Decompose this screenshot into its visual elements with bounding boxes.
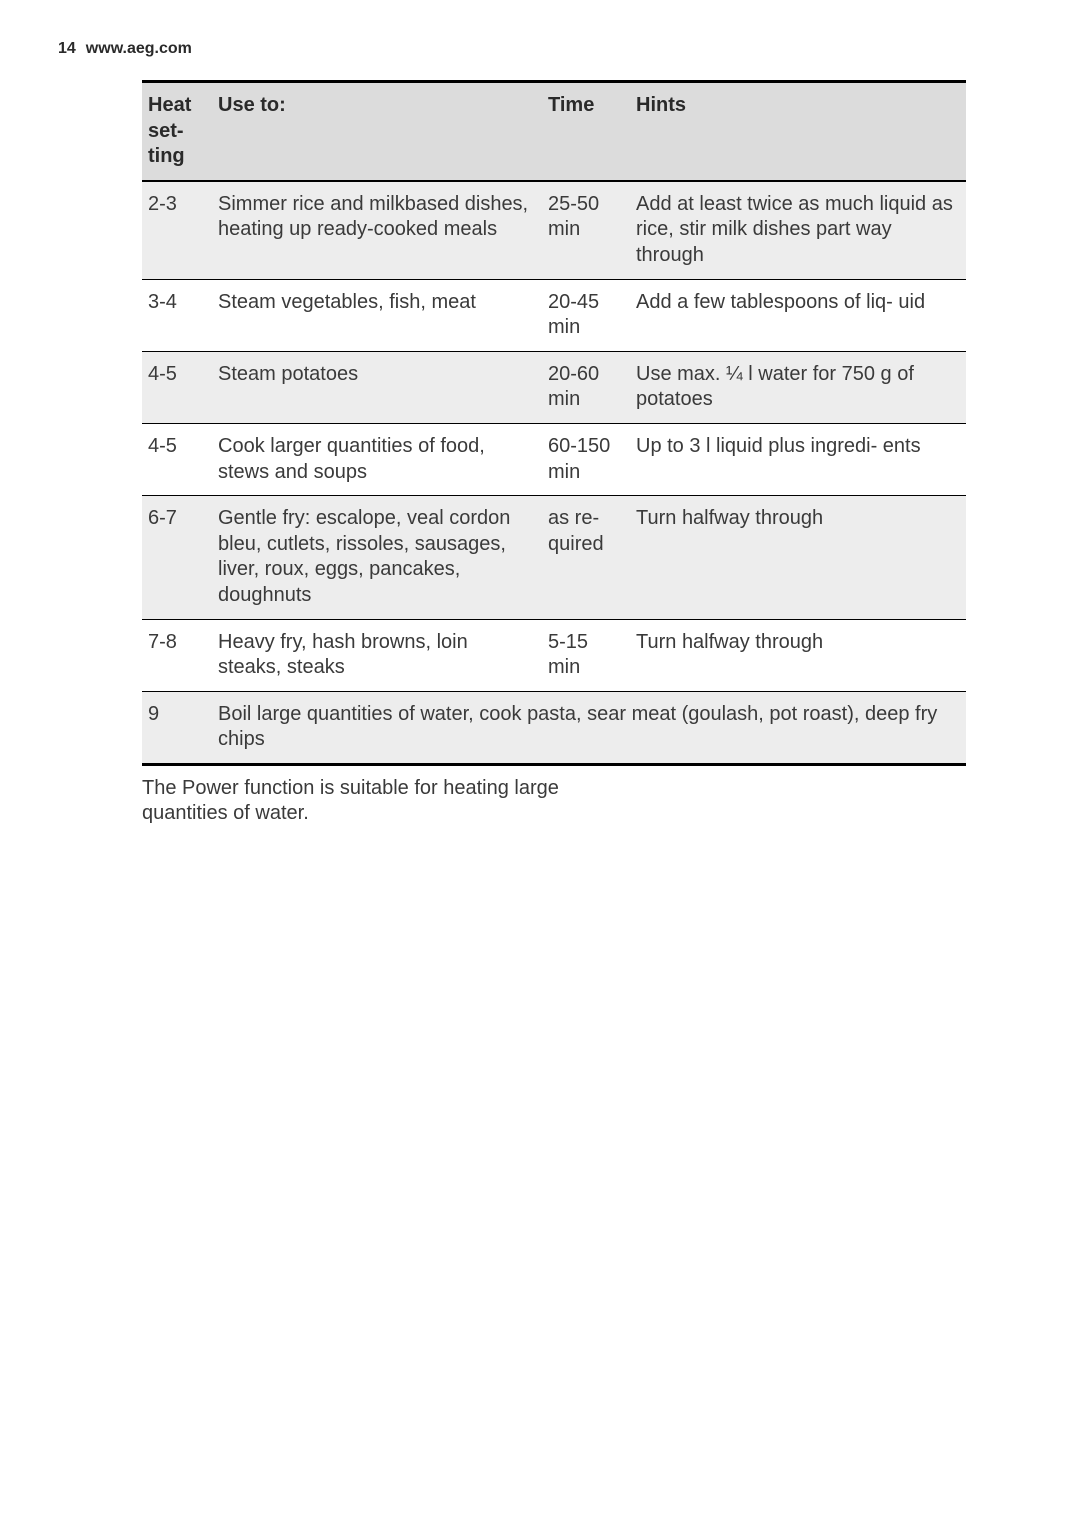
- cell-heat-setting: 6-7: [142, 496, 212, 619]
- cell-use-to: Steam vegetables, fish, meat: [212, 279, 542, 351]
- cell-time: 20-45 min: [542, 279, 630, 351]
- cell-time: 20-60 min: [542, 351, 630, 423]
- cell-time: 5-15 min: [542, 619, 630, 691]
- cell-heat-setting: 7-8: [142, 619, 212, 691]
- table-row: 4-5Steam potatoes20-60 minUse max. ¼ l w…: [142, 351, 966, 423]
- col-header-use-to: Use to:: [212, 82, 542, 181]
- cell-use-to: Steam potatoes: [212, 351, 542, 423]
- footnote-text: The Power function is suitable for heati…: [142, 776, 602, 827]
- site-url: www.aeg.com: [86, 40, 192, 58]
- cell-use-to-spanned: Boil large quantities of water, cook pas…: [212, 691, 966, 764]
- table-row: 9Boil large quantities of water, cook pa…: [142, 691, 966, 764]
- table-row: 3-4Steam vegetables, fish, meat20-45 min…: [142, 279, 966, 351]
- cooking-table: Heat set- ting Use to: Time Hints 2-3Sim…: [142, 80, 966, 766]
- col-header-heat-setting: Heat set- ting: [142, 82, 212, 181]
- cell-use-to: Simmer rice and milkbased dishes, heatin…: [212, 181, 542, 279]
- page: 14 www.aeg.com Heat set- ting Use to: Ti…: [0, 0, 1080, 827]
- cell-hints: Add at least twice as much liquid as ric…: [630, 181, 966, 279]
- cell-hints: Use max. ¼ l water for 750 g of potatoes: [630, 351, 966, 423]
- cell-hints: Add a few tablespoons of liq- uid: [630, 279, 966, 351]
- cell-heat-setting: 2-3: [142, 181, 212, 279]
- cell-heat-setting: 3-4: [142, 279, 212, 351]
- cell-use-to: Cook larger quantities of food, stews an…: [212, 423, 542, 495]
- cell-heat-setting: 4-5: [142, 423, 212, 495]
- table-row: 7-8Heavy fry, hash browns, loin steaks, …: [142, 619, 966, 691]
- cell-hints: Turn halfway through: [630, 496, 966, 619]
- cell-use-to: Gentle fry: escalope, veal cordon bleu, …: [212, 496, 542, 619]
- cell-hints: Turn halfway through: [630, 619, 966, 691]
- cell-heat-setting: 4-5: [142, 351, 212, 423]
- cell-time: as re- quired: [542, 496, 630, 619]
- cell-hints: Up to 3 l liquid plus ingredi- ents: [630, 423, 966, 495]
- table-body: 2-3Simmer rice and milkbased dishes, hea…: [142, 181, 966, 765]
- table-row: 4-5Cook larger quantities of food, stews…: [142, 423, 966, 495]
- cell-time: 60-150 min: [542, 423, 630, 495]
- page-header: 14 www.aeg.com: [58, 40, 1000, 58]
- col-header-time: Time: [542, 82, 630, 181]
- cell-heat-setting: 9: [142, 691, 212, 764]
- table-header-row: Heat set- ting Use to: Time Hints: [142, 82, 966, 181]
- table-row: 6-7Gentle fry: escalope, veal cordon ble…: [142, 496, 966, 619]
- cell-use-to: Heavy fry, hash browns, loin steaks, ste…: [212, 619, 542, 691]
- table-row: 2-3Simmer rice and milkbased dishes, hea…: [142, 181, 966, 279]
- col-header-hints: Hints: [630, 82, 966, 181]
- page-number: 14: [58, 40, 76, 58]
- cell-time: 25-50 min: [542, 181, 630, 279]
